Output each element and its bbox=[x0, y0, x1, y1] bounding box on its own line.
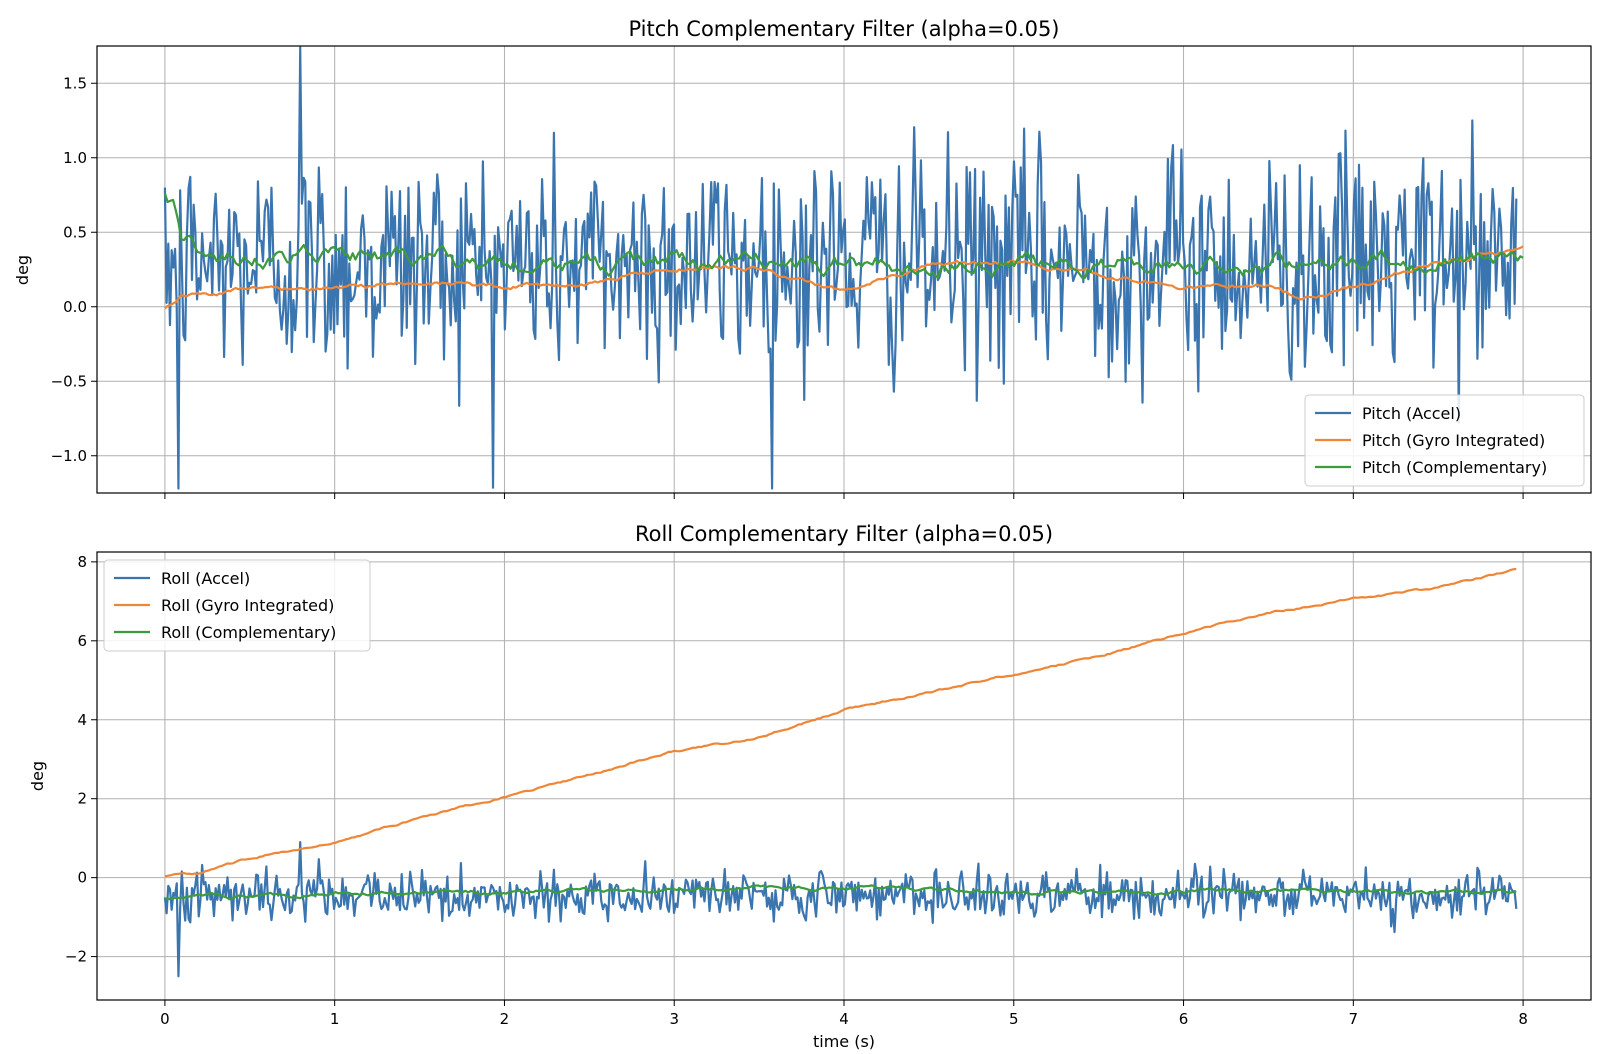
y-tick-label: −1.0 bbox=[51, 447, 87, 465]
pitch-legend: Pitch (Accel) Pitch (Gyro Integrated) Pitc… bbox=[1304, 394, 1585, 487]
x-tick-label: 6 bbox=[1179, 1010, 1189, 1028]
x-tick-label: 8 bbox=[1518, 1010, 1528, 1028]
roll-subplot: 0 1 2 3 4 5 6 7 8 −2 0 2 4 6 8 Roll Complementary Filt… bbox=[28, 522, 1592, 1051]
legend-label: Roll (Complementary) bbox=[161, 623, 336, 642]
series-line-pitch-2 bbox=[163, 193, 1524, 280]
series-line-roll-2 bbox=[164, 884, 1517, 901]
y-tick-label: 1.5 bbox=[63, 74, 87, 92]
legend-box bbox=[1304, 394, 1585, 487]
y-tick-label: 1.0 bbox=[63, 149, 87, 167]
pitch-title: Pitch Complementary Filter (alpha=0.05) bbox=[628, 17, 1059, 41]
legend-box bbox=[103, 559, 371, 652]
x-tick-label: 2 bbox=[500, 1010, 510, 1028]
series-line-roll-0 bbox=[163, 841, 1518, 978]
x-tick-label: 7 bbox=[1349, 1010, 1359, 1028]
y-tick-label: −2 bbox=[65, 948, 87, 966]
roll-lines bbox=[163, 567, 1518, 978]
pitch-ticks: −1.0 −0.5 0.0 0.5 1.0 1.5 bbox=[51, 74, 1524, 499]
pitch-y-axis-label: deg bbox=[13, 255, 32, 285]
x-tick-label: 1 bbox=[330, 1010, 340, 1028]
roll-legend: Roll (Accel) Roll (Gyro Integrated) Roll (… bbox=[103, 559, 371, 652]
roll-ticks: 0 1 2 3 4 5 6 7 8 −2 0 2 4 6 8 bbox=[65, 553, 1528, 1028]
legend-label: Pitch (Gyro Integrated) bbox=[1362, 431, 1545, 450]
pitch-subplot: −1.0 −0.5 0.0 0.5 1.0 1.5 Pitch Complementary… bbox=[13, 17, 1592, 499]
x-tick-label: 5 bbox=[1009, 1010, 1019, 1028]
y-tick-label: 8 bbox=[77, 553, 87, 571]
y-tick-label: 2 bbox=[77, 790, 87, 808]
roll-title: Roll Complementary Filter (alpha=0.05) bbox=[635, 522, 1053, 546]
y-tick-label: 6 bbox=[77, 632, 87, 650]
x-tick-label: 0 bbox=[160, 1010, 170, 1028]
legend-label: Roll (Gyro Integrated) bbox=[161, 596, 334, 615]
series-line-roll-1 bbox=[164, 567, 1517, 878]
legend-label: Roll (Accel) bbox=[161, 569, 250, 588]
pitch-lines bbox=[163, 46, 1524, 490]
y-tick-label: −0.5 bbox=[51, 372, 87, 390]
x-tick-label: 4 bbox=[839, 1010, 849, 1028]
y-tick-label: 0.0 bbox=[63, 298, 87, 316]
legend-label: Pitch (Accel) bbox=[1362, 404, 1461, 423]
x-axis-label: time (s) bbox=[813, 1032, 875, 1051]
y-tick-label: 0 bbox=[77, 869, 87, 887]
y-tick-label: 0.5 bbox=[63, 223, 87, 241]
x-tick-label: 3 bbox=[669, 1010, 679, 1028]
series-line-pitch-1 bbox=[164, 245, 1524, 310]
roll-y-axis-label: deg bbox=[28, 761, 47, 791]
legend-label: Pitch (Complementary) bbox=[1362, 458, 1547, 477]
y-tick-label: 4 bbox=[77, 711, 87, 729]
